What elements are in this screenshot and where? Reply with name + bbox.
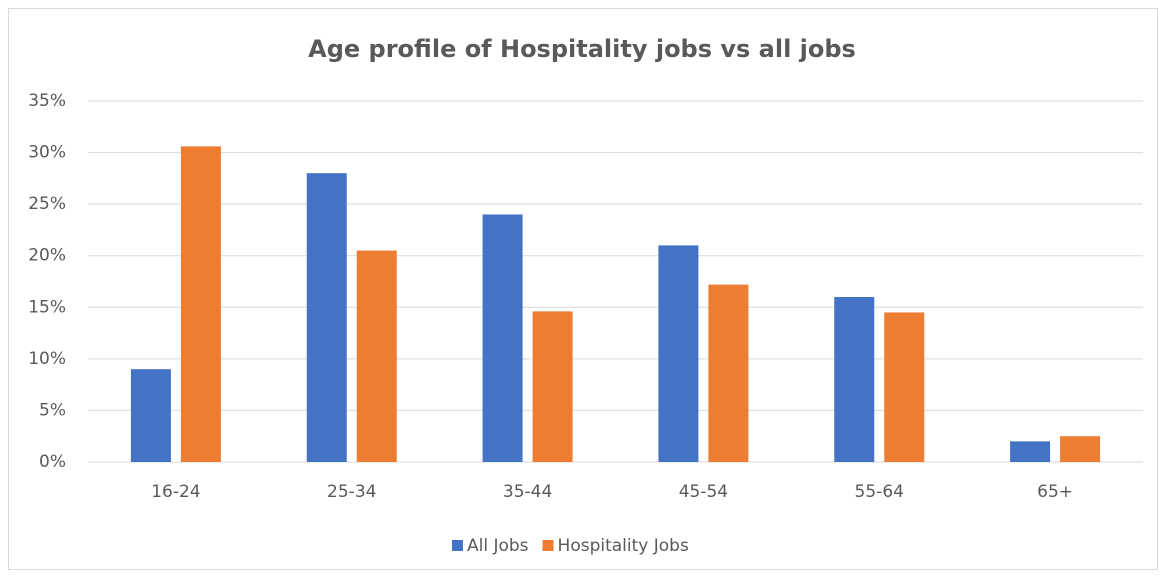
legend-swatch (452, 540, 463, 551)
legend-swatch (542, 540, 554, 551)
bar (1010, 441, 1051, 462)
y-tick-label: 25% (28, 194, 66, 214)
x-tick-label: 35-44 (503, 482, 552, 502)
chart-title: Age profile of Hospitality jobs vs all j… (308, 35, 856, 63)
bar (708, 284, 749, 462)
bar (1060, 436, 1101, 462)
x-tick-label: 65+ (1037, 482, 1073, 502)
x-tick-label: 25-34 (327, 482, 376, 502)
bar (532, 311, 573, 462)
y-tick-label: 35% (28, 91, 66, 111)
y-tick-label: 15% (28, 297, 66, 317)
bar (884, 312, 925, 462)
bar (130, 369, 171, 462)
legend-label: Hospitality Jobs (558, 536, 689, 556)
y-tick-label: 5% (39, 400, 66, 420)
bar (658, 245, 699, 462)
bar (356, 250, 397, 462)
bar (834, 296, 875, 462)
x-tick-label: 16-24 (151, 482, 200, 502)
bar (306, 173, 347, 462)
y-tick-label: 0% (39, 452, 66, 472)
x-tick-label: 45-54 (679, 482, 728, 502)
bar (180, 146, 221, 462)
y-tick-label: 10% (28, 349, 66, 369)
y-tick-label: 30% (28, 143, 66, 163)
x-tick-label: 55-64 (855, 482, 904, 502)
legend-label: All Jobs (467, 536, 529, 556)
bar (482, 214, 523, 462)
y-tick-label: 20% (28, 246, 66, 266)
